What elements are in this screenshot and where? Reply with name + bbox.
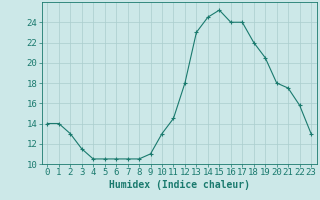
X-axis label: Humidex (Indice chaleur): Humidex (Indice chaleur) <box>109 180 250 190</box>
